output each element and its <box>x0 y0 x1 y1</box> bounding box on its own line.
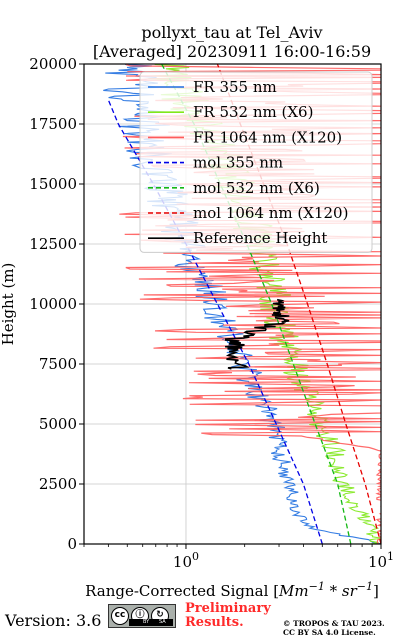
cc-license-badge: cc ⓘ ↻ BY SA <box>108 604 176 628</box>
legend-label-fr355: FR 355 nm <box>193 78 277 96</box>
y-tick-label: 7500 <box>39 355 77 373</box>
legend-label-fr1064: FR 1064 nm (X120) <box>193 128 342 146</box>
legend-label-mol1064: mol 1064 nm (X120) <box>193 204 348 222</box>
y-tick-label: 17500 <box>29 115 77 133</box>
preliminary-notice: Preliminary Results. <box>185 601 271 630</box>
y-axis-label: Height (m) <box>0 263 17 346</box>
legend-label-reference: Reference Height <box>193 229 327 247</box>
legend-label-mol355: mol 355 nm <box>193 154 283 172</box>
series-line-mol355 <box>107 99 323 544</box>
y-tick-label: 15000 <box>29 175 77 193</box>
x-axis-label: Range-Corrected Signal [Mm−1 * sr−1] <box>85 580 379 600</box>
axes: 0 2500 5000 7500 10000 12500 15000 17500 20000 10… <box>29 55 394 571</box>
cc-icon: cc <box>111 607 129 625</box>
y-tick-label: 20000 <box>29 55 77 73</box>
y-tick-label: 2500 <box>39 475 77 493</box>
series-line-mol1064 <box>216 64 381 544</box>
legend-box <box>139 71 373 253</box>
x-tick-label: 100 <box>173 550 199 571</box>
series-line-reference <box>224 298 290 370</box>
x-tick-label: 101 <box>368 550 394 571</box>
legend-label-mol532: mol 532 nm (X6) <box>193 179 320 197</box>
license-bar: BY SA <box>129 619 173 626</box>
legend-label-fr532: FR 532 nm (X6) <box>193 103 313 121</box>
version-label: Version: 3.6 <box>5 611 102 630</box>
chart-title-line1: pollyxt_tau at Tel_Aviv <box>141 23 322 42</box>
y-tick-label: 5000 <box>39 415 77 433</box>
chart-figure: pollyxt_tau at Tel_Aviv [Averaged] 20230… <box>0 23 394 600</box>
y-tick-label: 10000 <box>29 295 77 313</box>
copyright-notice: © TROPOS & TAU 2023. CC BY SA 4.0 Licens… <box>283 619 385 637</box>
y-tick-label: 12500 <box>29 235 77 253</box>
y-tick-label: 0 <box>67 535 77 553</box>
legend: FR 355 nm FR 532 nm (X6) FR 1064 nm (X120)… <box>139 71 373 253</box>
chart-title-line2: [Averaged] 20230911 16:00-16:59 <box>93 42 371 61</box>
